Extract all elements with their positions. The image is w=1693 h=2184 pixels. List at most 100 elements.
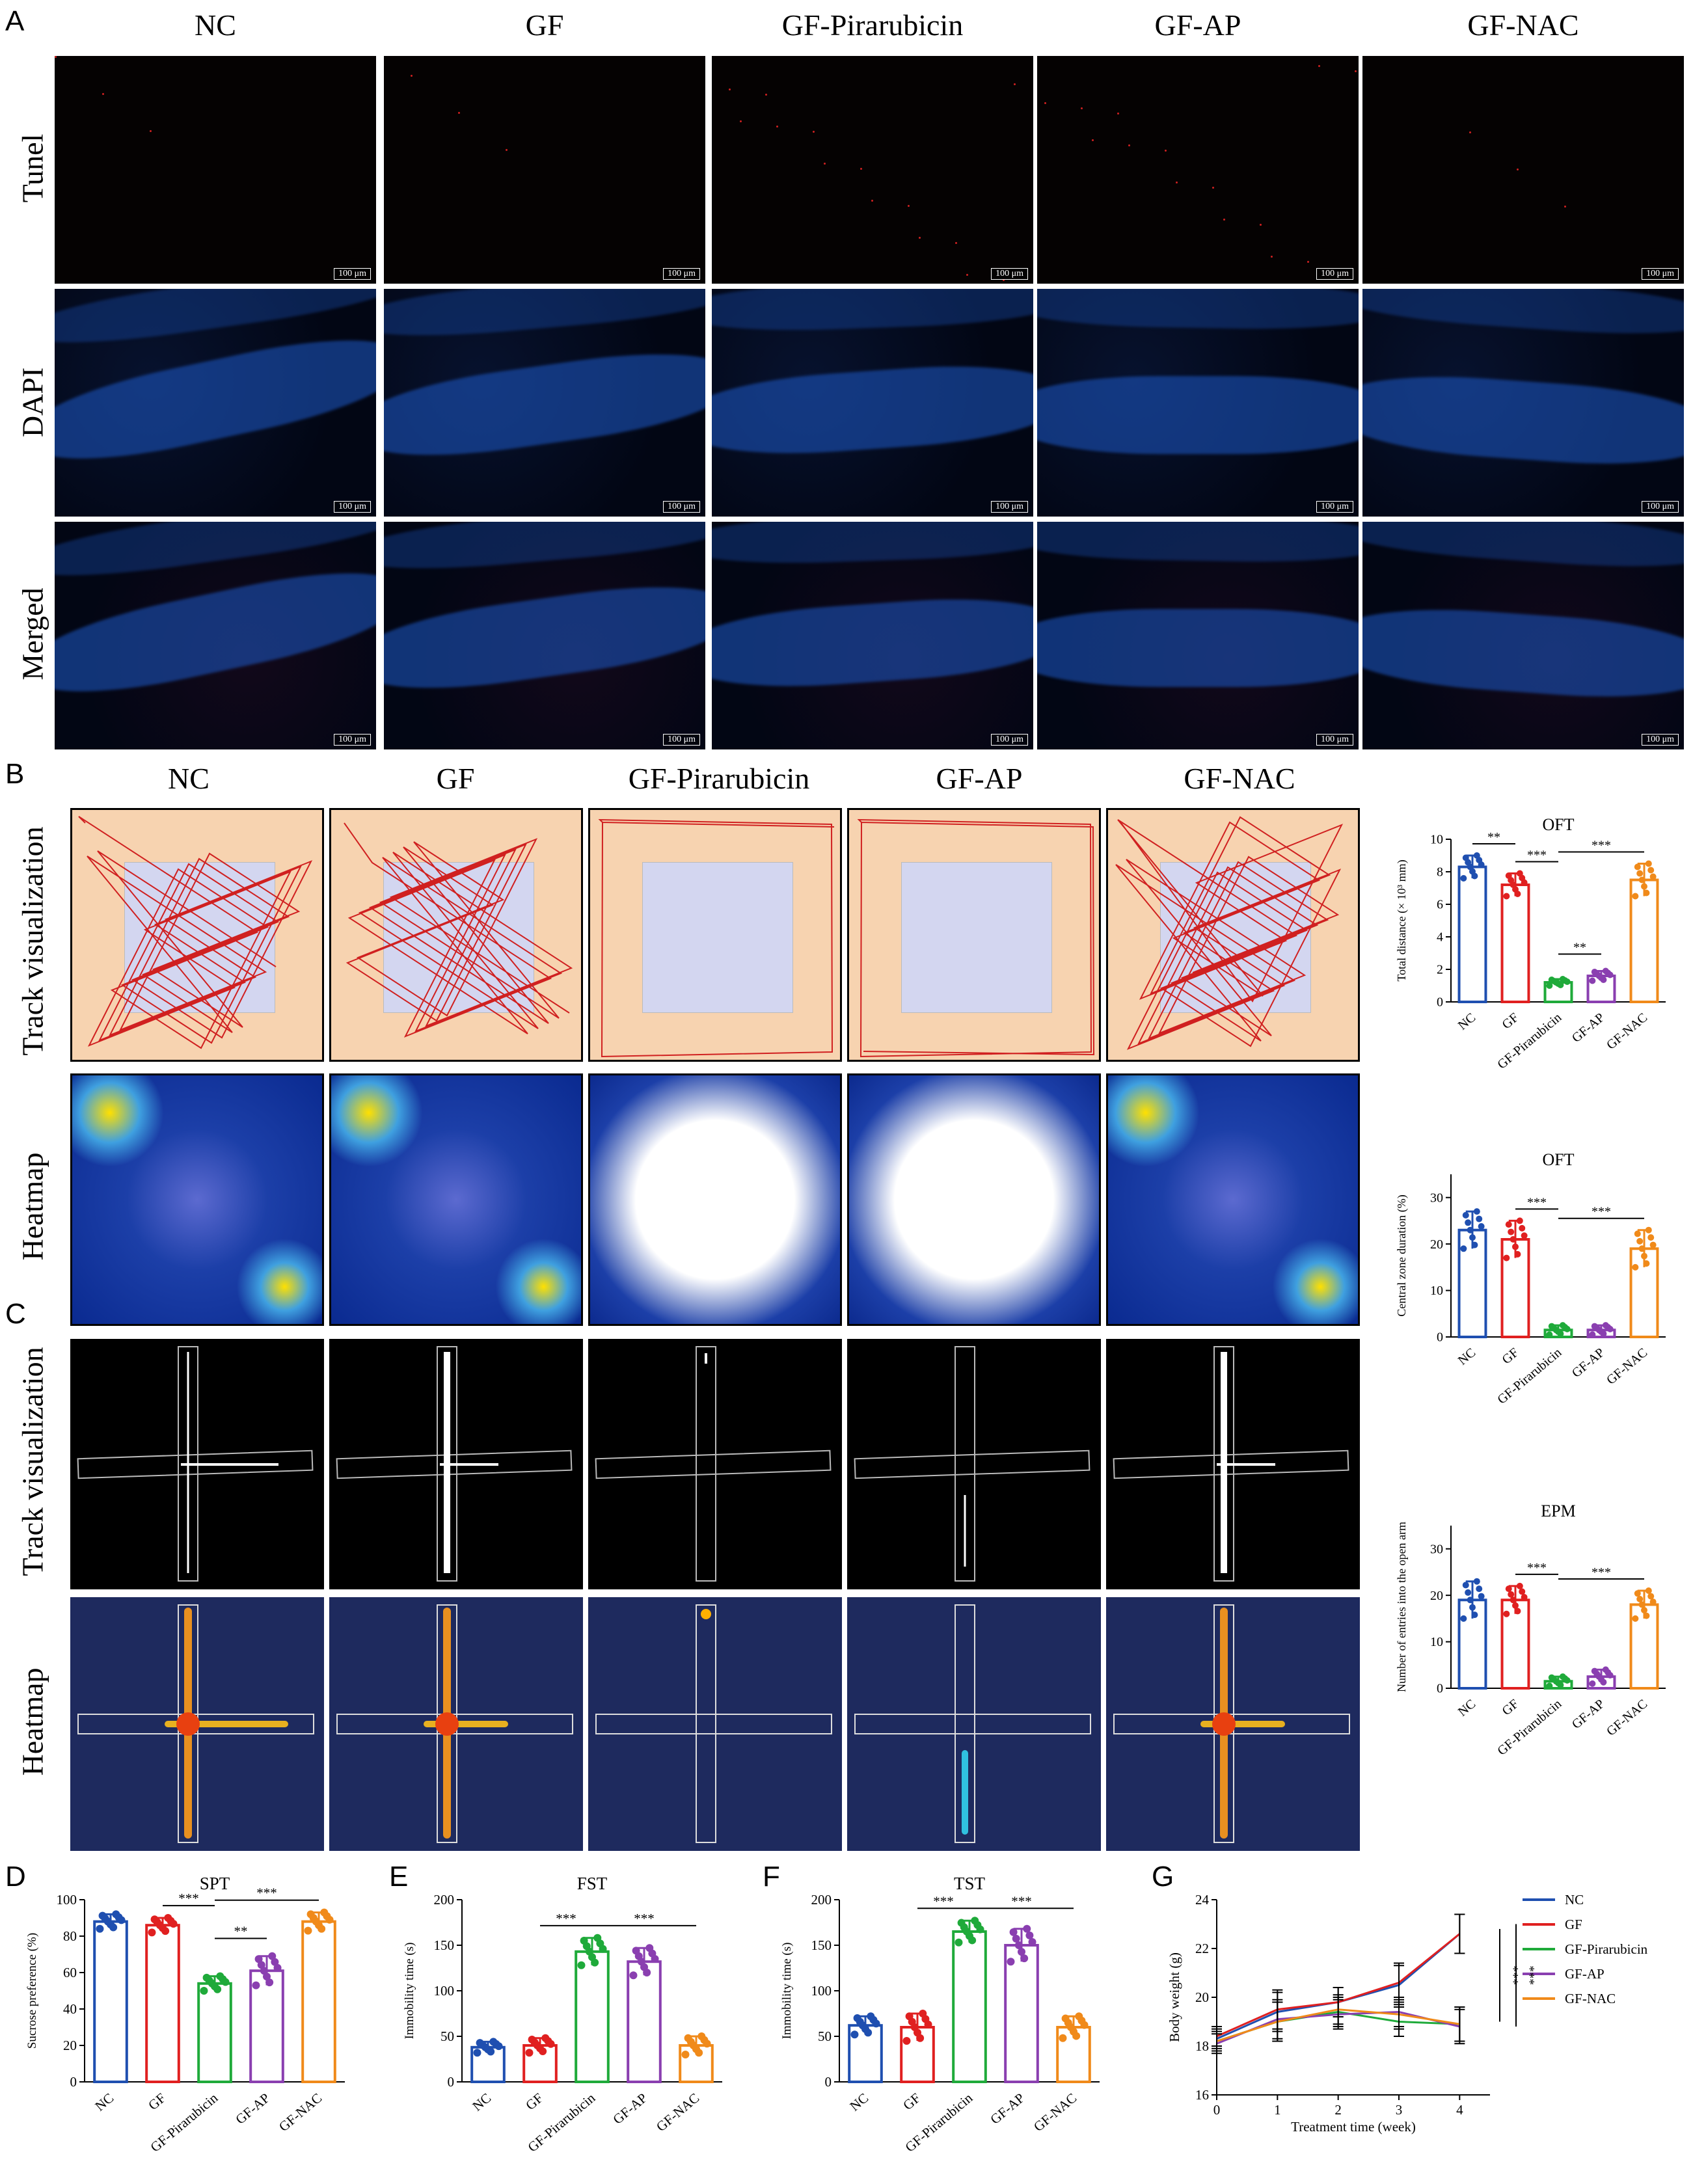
microscopy-merged-gf: 100 μm: [384, 522, 705, 749]
scale-bar: 100 μm: [334, 501, 371, 513]
epm-heatmap-maze: [595, 1604, 832, 1843]
legend-label: GF: [1565, 1917, 1582, 1932]
data-point: [1645, 1587, 1652, 1594]
epm-maze: [854, 1346, 1090, 1582]
data-point: [318, 1924, 326, 1933]
legend-label: GF-AP: [1565, 1966, 1605, 1982]
microscopy-merged-gf-nac: 100 μm: [1362, 522, 1684, 749]
tunel-dot: [506, 149, 508, 151]
cell-band: [1362, 601, 1684, 705]
x-tick-label: GF-NAC: [1604, 1345, 1650, 1388]
data-point: [1467, 1226, 1474, 1234]
y-tick-label: 20: [63, 2038, 77, 2053]
chart-spt: SPT 0 20 40 60 80 100 Sucrose preference (%) NC G…: [25, 1874, 345, 2155]
scale-bar: 100 μm: [991, 268, 1028, 280]
scale-bar: 100 μm: [1316, 501, 1353, 513]
data-point: [1510, 1597, 1517, 1604]
y-tick-label: 10: [1430, 1635, 1443, 1649]
data-point: [1512, 1602, 1519, 1609]
data-point: [1512, 1243, 1519, 1250]
data-point: [1508, 1228, 1515, 1235]
tunel-dot: [860, 168, 862, 170]
x-tick-label: 2: [1334, 2102, 1342, 2118]
data-point: [1478, 861, 1485, 868]
data-point: [1632, 1263, 1639, 1271]
chart-title: FST: [577, 1874, 608, 1893]
epm-heatmap-maze: [336, 1604, 573, 1843]
microscopy-dapi-gf-ap: 100 μm: [1037, 289, 1359, 517]
data-point: [1473, 1578, 1480, 1585]
significance-label: ***: [256, 1885, 277, 1901]
cell-band-upper: [1037, 289, 1359, 332]
col-title-gf-pirarubicin: GF-Pirarubicin: [781, 8, 964, 42]
row-label-merged: Merged: [16, 587, 49, 681]
data-point: [252, 1981, 260, 1989]
y-tick-label: 80: [63, 1928, 77, 1944]
data-point: [1478, 1593, 1485, 1600]
panel-letter-c: C: [5, 1298, 26, 1330]
center-zone: [901, 862, 1052, 1013]
data-point: [260, 1967, 268, 1975]
chart-fst: FST 0 50 100 150 200 Immobility time (s) NC GF GF…: [403, 1874, 722, 2155]
epm-track-gf-ap: [847, 1339, 1101, 1589]
panel-letter-f: F: [763, 1861, 780, 1893]
data-point: [1643, 1260, 1650, 1267]
scale-bar: 100 μm: [334, 268, 371, 280]
data-point: [1059, 2034, 1067, 2042]
x-tick-label: GF: [1499, 1697, 1521, 1718]
y-tick-label: 20: [1195, 1989, 1209, 2005]
x-tick-label: GF-AP: [1569, 1697, 1607, 1732]
data-point: [1516, 1217, 1523, 1224]
cell-band-upper: [712, 289, 1033, 334]
row-label-tunel: Tunel: [16, 133, 49, 203]
cell-band: [55, 322, 376, 477]
data-point: [1072, 2032, 1081, 2040]
significance-label: ***: [178, 1891, 199, 1906]
data-point: [1649, 873, 1657, 880]
data-point: [651, 1955, 659, 1963]
data-point: [547, 2040, 555, 2048]
open-field-heatmap-gf-pirarubicin: [588, 1073, 842, 1326]
tunel-dot: [1044, 102, 1046, 104]
data-point: [265, 1978, 274, 1987]
data-point: [1471, 1611, 1478, 1619]
data-point: [304, 1926, 312, 1935]
x-tick-label: NC: [1456, 1345, 1478, 1368]
data-point: [1009, 1928, 1018, 1936]
data-point: [1460, 875, 1467, 882]
microscopy-merged-gf-pirarubicin: 100 μm: [712, 522, 1033, 749]
data-point: [1546, 1682, 1553, 1690]
x-tick-label: GF-NAC: [1604, 1697, 1650, 1739]
bar: [301, 1920, 336, 2083]
data-point: [1476, 1585, 1483, 1593]
b-title-gf-pirarubicin: GF-Pirarubicin: [628, 762, 810, 795]
data-point: [257, 1961, 265, 1969]
data-point: [1645, 860, 1652, 867]
epm-maze: [77, 1346, 314, 1582]
tunel-dot: [729, 88, 731, 90]
y-tick-label: 20: [1430, 1237, 1443, 1252]
scale-bar: 100 μm: [1316, 734, 1353, 746]
cell-band: [384, 573, 705, 703]
data-point: [1465, 1219, 1472, 1226]
track-path: [857, 818, 1095, 1058]
data-point: [1643, 1612, 1650, 1619]
cell-band: [384, 340, 705, 470]
data-point: [1589, 977, 1596, 984]
data-point: [1465, 1589, 1472, 1596]
track-path: [1115, 816, 1344, 1050]
microscopy-tunel-gf: 100 μm: [384, 56, 705, 284]
y-tick-label: 20: [1430, 1589, 1443, 1603]
data-point: [976, 1925, 984, 1934]
data-point: [1514, 1608, 1521, 1615]
track-path: [78, 816, 313, 1049]
data-point: [643, 1969, 651, 1976]
x-tick-label: GF: [1499, 1010, 1521, 1032]
tunel-dot: [150, 130, 152, 132]
bar: [1004, 1944, 1039, 2083]
y-tick-label: 50: [440, 2029, 454, 2044]
data-point: [864, 2029, 873, 2037]
significance-label: ***: [1527, 1561, 1547, 1575]
scale-bar: 100 μm: [1642, 268, 1679, 280]
track-path: [598, 818, 835, 1058]
